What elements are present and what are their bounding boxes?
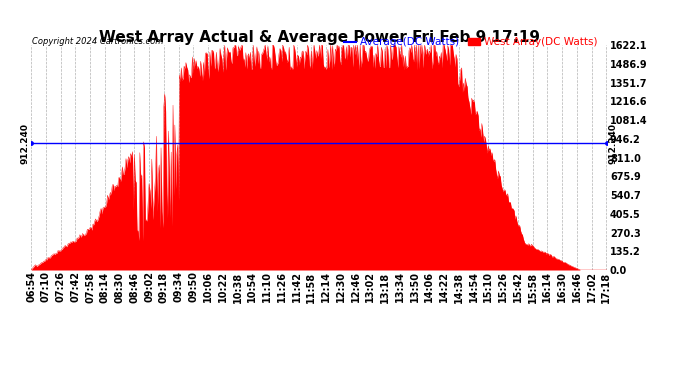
Text: 912.240: 912.240 — [609, 123, 618, 164]
Text: 912.240: 912.240 — [21, 123, 30, 164]
Text: Copyright 2024 Cartronics.com: Copyright 2024 Cartronics.com — [32, 37, 163, 46]
Legend: Average(DC Watts), West Array(DC Watts): Average(DC Watts), West Array(DC Watts) — [339, 33, 602, 52]
Title: West Array Actual & Average Power Fri Feb 9 17:19: West Array Actual & Average Power Fri Fe… — [99, 30, 540, 45]
